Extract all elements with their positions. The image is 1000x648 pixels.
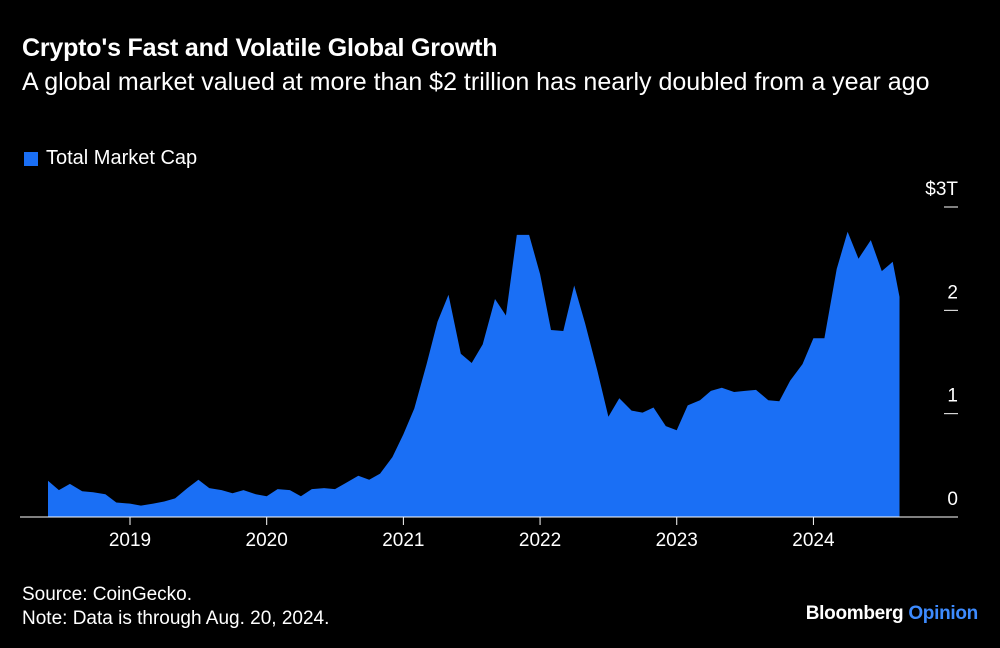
y-tick-label-2: 2 xyxy=(947,282,958,303)
chart-legend: Total Market Cap xyxy=(24,147,197,170)
x-tick-label-2023: 2023 xyxy=(656,530,698,551)
x-tick-label-2024: 2024 xyxy=(792,530,835,551)
brand-logo: Bloomberg Opinion xyxy=(805,603,979,625)
data-note: Note: Data is through Aug. 20, 2024. xyxy=(22,608,330,629)
brand-main: Bloomberg xyxy=(805,603,904,624)
market-cap-area xyxy=(48,231,900,518)
legend-label: Total Market Cap xyxy=(46,147,198,169)
legend-swatch xyxy=(24,151,38,166)
y-tick-label-0: 0 xyxy=(947,489,958,510)
x-tick-label-2020: 2020 xyxy=(246,530,288,551)
chart-title: Crypto's Fast and Volatile Global Growth xyxy=(22,34,498,62)
chart-footnotes: Source: CoinGecko. Note: Data is through… xyxy=(22,583,329,631)
x-tick-label-2022: 2022 xyxy=(519,530,561,551)
x-axis-ticks: 2019 2020 2021 2022 2023 2024 xyxy=(109,517,835,551)
brand-accent: Opinion xyxy=(908,603,978,624)
x-tick-label-2021: 2021 xyxy=(382,530,424,551)
y-tick-label-1: 1 xyxy=(947,386,958,407)
chart-subtitle: A global market valued at more than $2 t… xyxy=(22,68,930,96)
y-axis-ticks: 0 1 2 $3T xyxy=(925,179,958,510)
source-note: Source: CoinGecko. xyxy=(22,584,193,605)
x-tick-label-2019: 2019 xyxy=(109,530,151,551)
y-tick-label-3: $3T xyxy=(925,179,958,200)
